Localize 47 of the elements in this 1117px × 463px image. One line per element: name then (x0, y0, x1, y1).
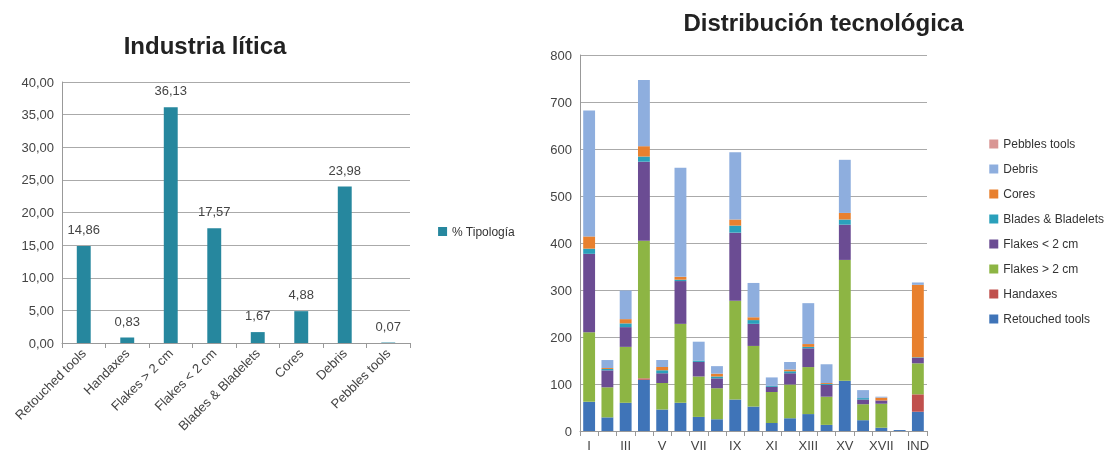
legend-label: Flakes > 2 cm (1003, 262, 1079, 276)
x-tick-label: V (657, 438, 667, 453)
data-label: 23,98 (328, 162, 362, 178)
data-label: 1,67 (245, 308, 271, 324)
x-tick-label: XIII (798, 438, 819, 453)
legend-label: Handaxes (1003, 287, 1058, 301)
legend-label: Blades & Bladelets (1003, 212, 1105, 226)
data-label: 14,86 (67, 222, 101, 238)
y-tick-label: 5,00 (28, 302, 54, 318)
chart-title: Industria lítica (123, 31, 287, 59)
x-tick-label: I (587, 438, 591, 453)
legend-label: Retouched tools (1003, 312, 1091, 326)
y-tick-label: 300 (550, 282, 572, 298)
data-label: 0,83 (114, 313, 140, 329)
data-label: 0,07 (375, 318, 401, 334)
y-tick-label: 30,00 (21, 139, 54, 155)
chart-title: Distribución tecnológica (683, 8, 965, 36)
x-tick-label: VII (690, 438, 707, 453)
y-tick-label: 700 (550, 94, 572, 110)
x-tick-label: IND (906, 438, 930, 453)
legend-label: Flakes < 2 cm (1003, 237, 1079, 251)
y-tick-label: 15,00 (21, 237, 54, 253)
data-label: 17,57 (197, 204, 231, 220)
y-tick-label: 100 (550, 376, 572, 392)
y-tick-label: 600 (550, 141, 572, 157)
x-tick-label: XI (765, 438, 778, 453)
data-label: 4,88 (288, 287, 314, 303)
y-tick-label: 40,00 (21, 74, 54, 90)
y-tick-label: 20,00 (21, 205, 54, 220)
y-tick-label: 0,00 (28, 335, 54, 351)
y-tick-label: 400 (550, 235, 572, 251)
y-tick-label: 500 (550, 188, 572, 204)
data-label: 36,13 (154, 83, 188, 99)
y-tick-label: 35,00 (21, 107, 54, 123)
y-tick-label: 10,00 (21, 270, 54, 286)
y-tick-label: 25,00 (21, 172, 54, 188)
y-tick-label: 200 (550, 329, 572, 345)
legend-label: % Tipología (452, 224, 516, 239)
x-tick-label: XVII (869, 438, 894, 453)
y-tick-label: 800 (550, 47, 572, 63)
x-tick-label: III (620, 438, 632, 453)
x-tick-label: XV (836, 438, 854, 453)
legend-label: Pebbles tools (1003, 137, 1076, 151)
legend-label: Cores (1003, 187, 1036, 201)
y-tick-label: 0 (564, 423, 572, 439)
x-tick-label: IX (729, 438, 742, 453)
legend-label: Debris (1003, 162, 1038, 176)
